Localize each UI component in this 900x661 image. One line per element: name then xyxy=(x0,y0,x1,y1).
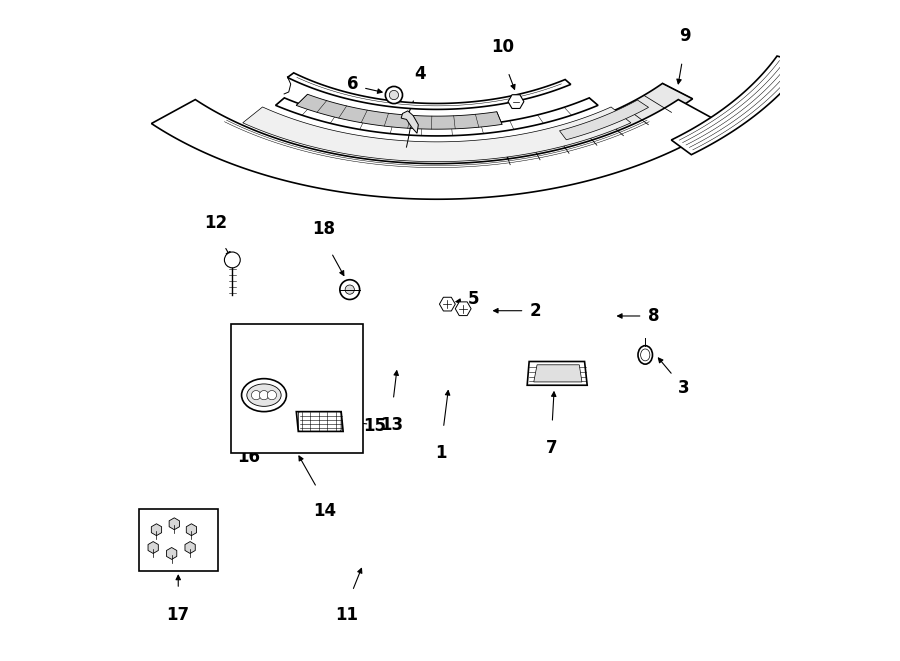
Circle shape xyxy=(259,391,268,400)
Polygon shape xyxy=(296,95,502,129)
Bar xyxy=(231,324,363,453)
Text: 6: 6 xyxy=(346,75,358,93)
Polygon shape xyxy=(534,365,582,382)
Text: 8: 8 xyxy=(648,307,659,325)
Ellipse shape xyxy=(241,379,286,412)
Text: 14: 14 xyxy=(313,502,337,520)
Polygon shape xyxy=(243,107,631,162)
Text: 13: 13 xyxy=(380,416,403,434)
Text: 15: 15 xyxy=(363,417,386,435)
Circle shape xyxy=(224,252,240,268)
Circle shape xyxy=(251,391,261,400)
Text: 3: 3 xyxy=(678,379,689,397)
Polygon shape xyxy=(185,541,195,553)
Circle shape xyxy=(345,285,355,294)
Polygon shape xyxy=(169,518,179,529)
Ellipse shape xyxy=(247,384,281,407)
Polygon shape xyxy=(148,541,158,553)
Text: 5: 5 xyxy=(468,290,480,308)
Polygon shape xyxy=(296,412,343,432)
Text: 1: 1 xyxy=(436,444,447,463)
Ellipse shape xyxy=(638,346,652,364)
Text: 7: 7 xyxy=(545,440,557,457)
Text: 4: 4 xyxy=(414,65,426,83)
Ellipse shape xyxy=(641,349,650,361)
Text: 12: 12 xyxy=(204,214,228,232)
Polygon shape xyxy=(275,98,598,136)
Polygon shape xyxy=(287,73,571,110)
Circle shape xyxy=(267,391,276,400)
Polygon shape xyxy=(527,362,587,385)
Circle shape xyxy=(385,87,402,104)
Polygon shape xyxy=(508,95,524,108)
Text: 18: 18 xyxy=(311,220,335,238)
Circle shape xyxy=(390,91,399,100)
Bar xyxy=(139,508,218,571)
Text: 9: 9 xyxy=(680,27,691,45)
Polygon shape xyxy=(186,524,196,535)
Text: 16: 16 xyxy=(237,448,260,467)
Polygon shape xyxy=(166,547,176,559)
Polygon shape xyxy=(439,297,455,311)
Circle shape xyxy=(340,280,360,299)
Polygon shape xyxy=(455,302,471,315)
Text: 10: 10 xyxy=(491,38,514,56)
Text: 2: 2 xyxy=(529,301,541,320)
Polygon shape xyxy=(671,56,806,155)
Polygon shape xyxy=(560,100,649,139)
Polygon shape xyxy=(401,111,419,134)
Polygon shape xyxy=(501,83,693,165)
Polygon shape xyxy=(151,100,722,199)
Polygon shape xyxy=(151,524,162,535)
Text: 11: 11 xyxy=(335,606,358,625)
Text: 17: 17 xyxy=(166,605,190,623)
